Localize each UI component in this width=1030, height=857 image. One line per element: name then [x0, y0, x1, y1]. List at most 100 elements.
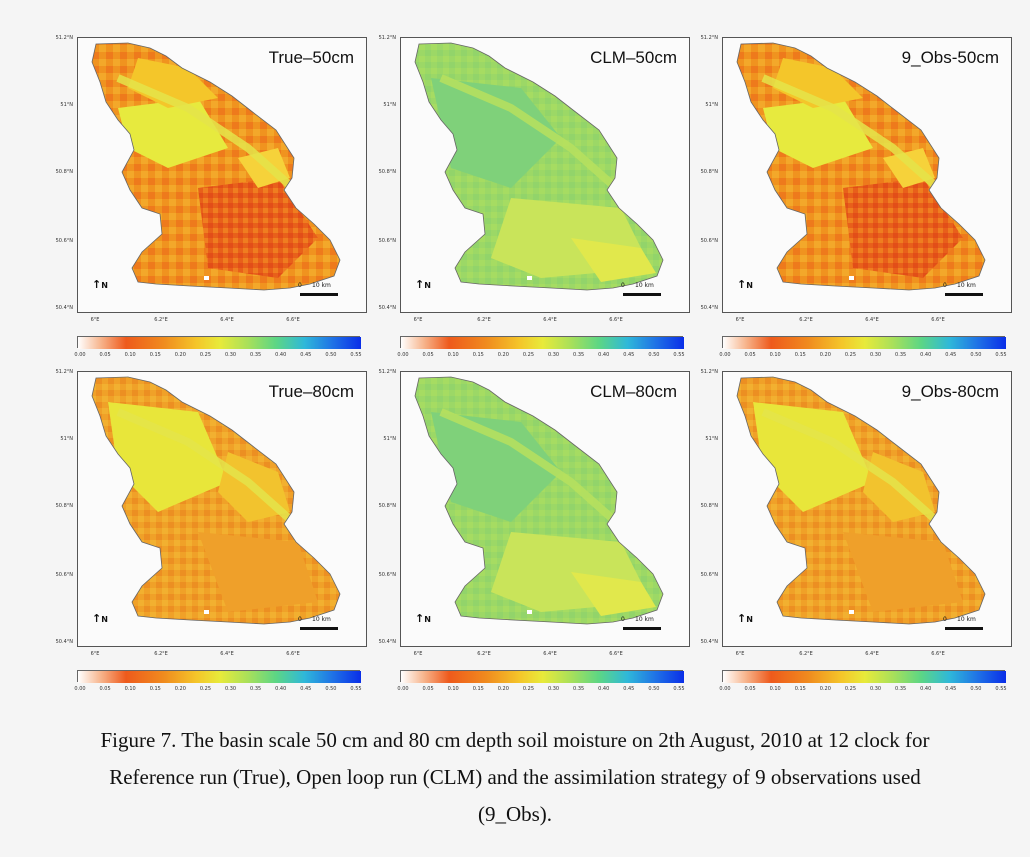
colorbar-tick-label: 0.30 — [224, 352, 237, 358]
colorbar-tick-label: 0.50 — [325, 352, 337, 358]
latitude-tick-label: 50.8°N — [378, 503, 396, 509]
scale-distance-label: 10 km — [957, 282, 976, 289]
colorbar-tick-label: 0.25 — [522, 352, 535, 358]
scale-bar: 0 10 km — [621, 282, 661, 296]
latitude-tick-label: 50.4°N — [700, 305, 718, 311]
longitude-tick-label: 6°E — [413, 317, 423, 323]
colorbar-tick-label: 0.10 — [447, 686, 459, 692]
longitude-tick-label: 6°E — [90, 651, 100, 657]
longitude-tick-label: 6.2°E — [154, 651, 168, 657]
colorbar-tick-label: 0.30 — [869, 686, 882, 692]
latitude-tick-label: 50.4°N — [55, 639, 73, 645]
colorbar-tick-label: 0.10 — [124, 352, 136, 358]
colorbar-tick-label: 0.55 — [995, 352, 1007, 358]
basin-map — [414, 42, 664, 291]
caption-line-1: Figure 7. The basin scale 50 cm and 80 c… — [100, 728, 930, 752]
north-arrow-icon: ↑N — [737, 278, 753, 291]
north-arrow-icon: ↑N — [415, 612, 431, 625]
latitude-tick-label: 50.6°N — [55, 572, 73, 578]
colorbar-tick-label: 0.40 — [598, 686, 610, 692]
map-frame: True–50cm ↑N 0 10 km — [77, 37, 367, 313]
figure-caption: Figure 7. The basin scale 50 cm and 80 c… — [0, 722, 1030, 833]
colorbar-tick-label: 0.30 — [224, 686, 237, 692]
colorbar-tick-label: 0.35 — [573, 352, 585, 358]
basin-map — [736, 42, 986, 291]
colorbar — [77, 670, 361, 683]
colorbar-tick-label: 0.55 — [673, 686, 685, 692]
colorbar-tick-label: 0.05 — [99, 686, 111, 692]
colorbar-tick-label: 0.00 — [719, 352, 731, 358]
scale-distance-label: 10 km — [312, 616, 331, 623]
colorbar-tick-label: 0.40 — [275, 352, 287, 358]
latitude-tick-label: 50.8°N — [700, 169, 718, 175]
longitude-tick-label: 6.6°E — [931, 317, 945, 323]
colorbar-tick-label: 0.20 — [819, 352, 831, 358]
colorbar — [400, 670, 684, 683]
map-frame: 9_Obs-50cm ↑N 0 10 km — [722, 37, 1012, 313]
colorbar-tick-label: 0.50 — [970, 686, 982, 692]
scale-distance-label: 10 km — [635, 282, 654, 289]
scale-bar: 0 10 km — [298, 282, 338, 296]
colorbar-tick-label: 0.20 — [174, 686, 186, 692]
scale-line — [623, 293, 661, 296]
colorbar-tick-label: 0.35 — [250, 686, 262, 692]
colorbar-tick-label: 0.20 — [497, 352, 509, 358]
colorbar-tick-label: 0.45 — [623, 686, 635, 692]
longitude-tick-label: 6°E — [735, 317, 745, 323]
colorbar-tick-label: 0.15 — [794, 352, 806, 358]
panel-title: CLM–80cm — [590, 382, 677, 401]
longitude-tick-label: 6.2°E — [799, 651, 813, 657]
basin-map — [91, 42, 341, 291]
latitude-tick-label: 50.6°N — [378, 238, 396, 244]
longitude-tick-label: 6.2°E — [477, 317, 491, 323]
longitude-tick-label: 6.4°E — [543, 651, 557, 657]
latitude-tick-label: 51.2°N — [55, 369, 73, 375]
north-label: N — [746, 281, 753, 290]
north-label: N — [424, 281, 431, 290]
map-frame: 9_Obs-80cm ↑N 0 10 km — [722, 371, 1012, 647]
colorbar-tick-label: 0.15 — [149, 352, 161, 358]
longitude-tick-label: 6.4°E — [543, 317, 557, 323]
colorbar-tick-label: 0.10 — [769, 686, 781, 692]
latitude-tick-label: 50.4°N — [55, 305, 73, 311]
latitude-tick-label: 50.6°N — [700, 572, 718, 578]
colorbar-tick-label: 0.40 — [920, 686, 932, 692]
latitude-tick-label: 51°N — [383, 102, 396, 108]
colorbar-tick-label: 0.45 — [945, 352, 957, 358]
colorbar-tick-label: 0.45 — [945, 686, 957, 692]
panel-title: CLM–50cm — [590, 48, 677, 67]
colorbar-tick-label: 0.25 — [199, 352, 212, 358]
longitude-tick-label: 6.4°E — [220, 651, 234, 657]
latitude-tick-label: 50.6°N — [700, 238, 718, 244]
latitude-tick-label: 51.2°N — [378, 369, 396, 375]
colorbar-tick-label: 0.10 — [769, 352, 781, 358]
scale-line — [945, 293, 983, 296]
colorbar-tick-label: 0.35 — [250, 352, 262, 358]
basin-map — [91, 376, 341, 625]
longitude-tick-label: 6°E — [735, 651, 745, 657]
colorbar-gradient — [78, 671, 361, 683]
panel-title: 9_Obs-80cm — [901, 382, 999, 401]
colorbar-tick-label: 0.50 — [325, 686, 337, 692]
colorbar-tick-label: 0.25 — [844, 352, 857, 358]
longitude-tick-label: 6.6°E — [609, 651, 623, 657]
latitude-tick-label: 50.4°N — [700, 639, 718, 645]
basin-map — [414, 376, 664, 625]
colorbar-gradient — [401, 671, 684, 683]
scale-distance-label: 10 km — [957, 616, 976, 623]
latitude-tick-label: 51°N — [705, 102, 718, 108]
colorbar-tick-label: 0.20 — [174, 352, 186, 358]
colorbar-tick-label: 0.20 — [497, 686, 509, 692]
colorbar — [400, 336, 684, 349]
latitude-tick-label: 51.2°N — [55, 35, 73, 41]
colorbar-tick-label: 0.35 — [895, 686, 907, 692]
colorbar-tick-label: 0.05 — [744, 352, 756, 358]
scale-bar: 0 10 km — [943, 616, 983, 630]
latitude-tick-label: 51.2°N — [700, 35, 718, 41]
longitude-tick-label: 6.6°E — [931, 651, 945, 657]
colorbar-tick-label: 0.05 — [744, 686, 756, 692]
latitude-tick-label: 51°N — [383, 436, 396, 442]
colorbar-tick-label: 0.55 — [995, 686, 1007, 692]
longitude-tick-label: 6.4°E — [865, 317, 879, 323]
latitude-tick-label: 50.8°N — [55, 169, 73, 175]
